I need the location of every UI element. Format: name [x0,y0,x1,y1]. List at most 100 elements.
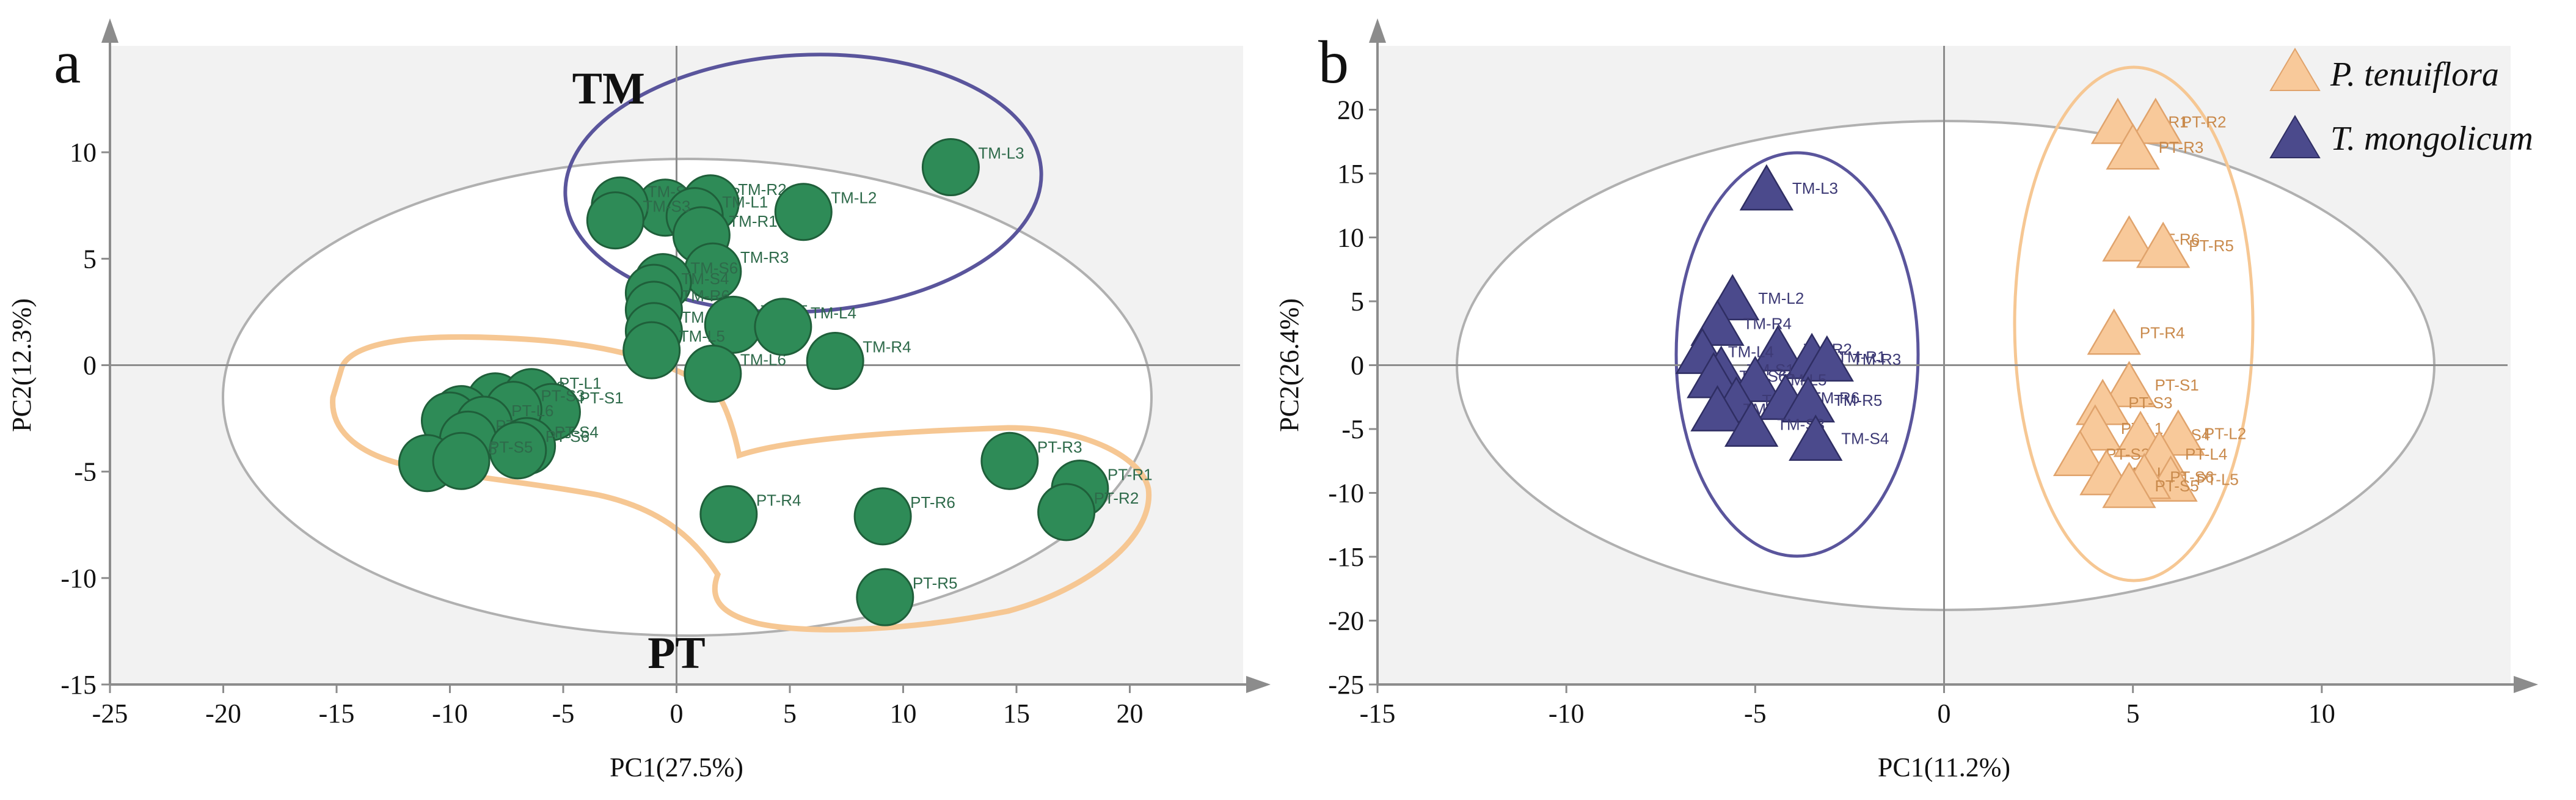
panel-b-axes: -15 -10 -5 0 5 10 -25 -20 -15 -10 -5 0 5 10 15 20 PC1(11… [1274,18,2538,782]
point-pt-s5 [432,431,491,490]
panel-a-y-arrow [101,18,119,43]
point-label-tm-r3: TM-R3 [1853,350,1901,369]
panel-b-x-tick-label: -15 [1360,699,1396,728]
point-label-tm-s4: TM-S4 [1841,430,1889,448]
panel-b-x-tick-label: -5 [1744,699,1767,728]
panel-a-y-tick-label: -5 [74,457,97,487]
panel-b-y-arrow [1369,18,1386,43]
point-label-pt-l2: PT-L2 [2204,424,2246,442]
panel-b-y-tick-label: 20 [1337,95,1364,125]
panel-a-x-tick-label: -5 [552,699,575,728]
panel-b-y-tick-label: -20 [1328,606,1364,636]
point-label-tm-l2: TM-L2 [1758,289,1804,307]
point-label-tm-r1: TM-R1 [729,212,777,230]
point-tm-r3 [1800,335,1854,382]
panel-b-y-tick-label: -5 [1341,414,1364,444]
point-tm-l4 [754,298,812,356]
point-label-pt-s6: PT-S6 [2170,468,2214,486]
point-label-tm-l6: TM-L6 [740,350,786,369]
point-label-pt-r5: PT-R5 [913,574,958,592]
point-label-pt-r5: PT-R5 [2189,237,2234,255]
point-tm-s3 [586,191,644,250]
point-label-pt-s3: PT-S3 [541,387,585,405]
legend-label-tm: T. mongolicum [2330,120,2533,158]
panel-a-x-tick-label: -25 [92,699,128,728]
panel-a-x-tick-label: 5 [783,699,797,728]
point-tm-l5 [622,321,681,380]
panel-b-tm-outline [1674,151,1920,558]
point-pt-r4 [699,485,758,543]
point-label-pt-s1: PT-S1 [579,389,623,407]
point-label-tm-l3: TM-L3 [1792,179,1838,197]
point-label-pt-s3: PT-S3 [2128,394,2172,412]
panel-b-x-tick-label: 5 [2126,699,2140,728]
point-pt-r5 [856,568,914,626]
panel-b-x-tick-label: 0 [1938,699,1951,728]
point-tm-s4 [1789,414,1843,461]
point-pt-s6 [489,421,547,480]
panel-a-x-tick-label: -10 [432,699,468,728]
panel-b-x-tick-label: -10 [1549,699,1585,728]
point-tm-s3 [1724,400,1779,447]
panel-a-y-tick-label: 0 [83,351,97,381]
panel-a-group-labels: TM PT [572,64,706,678]
panel-b-x-axis-title: PC1(11.2%) [1878,752,2010,782]
point-label-pt-l6: PT-L6 [511,402,553,420]
panel-b-x-arrow [2514,676,2538,693]
panel-a-x-tick-label: 10 [890,699,917,728]
panel-b-pt-outline [2013,65,2255,582]
point-label-pt-r3: PT-R3 [2159,138,2204,156]
panel-a-x-tick-label: 20 [1117,699,1144,728]
point-tm-l3 [921,138,980,197]
point-pt-r3 [2106,123,2160,170]
point-pt-s1 [2102,361,2156,408]
point-label-tm-l3: TM-L3 [978,144,1024,163]
group-label-pt: PT [648,628,706,678]
point-pt-r6 [853,487,912,546]
panel-a-x-arrow [1246,676,1271,693]
point-pt-r2 [2128,97,2183,144]
point-tm-l2 [774,183,833,241]
panel-b-y-tick-label: -15 [1328,542,1364,572]
panel-b-y-tick-label: -10 [1328,479,1364,508]
point-label-pt-s6: PT-S6 [545,427,589,446]
point-tm-l3 [1739,164,1794,211]
panel-a-y-tick-label: 10 [70,138,97,167]
panel-a-x-tick-label: -20 [205,699,241,728]
legend: P. tenuiflora T. mongolicum [2269,48,2533,158]
point-label-tm-r4: TM-R4 [863,338,911,356]
panel-a-points: TM-S2TM-S1TM-R2TM-L1TM-L2TM-L3TM-R1TM-S3… [398,138,1153,626]
panel-a-y-tick-label: -15 [60,670,97,700]
point-label-pt-r3: PT-R3 [1037,438,1082,456]
panel-a-y-axis-title: PC2(12.3%) [7,298,37,432]
point-label-tm-l5: TM-L5 [679,327,725,345]
point-label-tm-r1: TM-R1 [1837,348,1886,366]
point-tm-r4 [806,332,864,391]
panel-b-y-tick-label: 15 [1337,159,1364,189]
point-pt-r4 [2087,308,2141,355]
point-tm-l6 [1690,385,1745,431]
point-label-pt-s1: PT-S1 [2155,376,2198,394]
point-tm-r5 [1781,376,1836,423]
point-label-tm-l4: TM-L4 [811,304,856,322]
point-label-pt-s5: PT-S5 [489,438,533,456]
panel-b-letter: b [1318,28,1349,96]
point-label-pt-r1: PT-R1 [1107,466,1153,484]
panel-a-x-tick-label: 15 [1003,699,1030,728]
panel-b-y-tick-label: 5 [1351,287,1364,317]
point-label-pt-r2: PT-R2 [2181,112,2227,131]
point-label-pt-s4: PT-S4 [555,423,599,441]
panel-a-letter: a [54,28,81,96]
point-label-pt-l5: PT-L5 [2197,471,2239,489]
point-pt-r5 [2136,221,2191,268]
point-label-tm-s4: TM-S4 [681,270,729,288]
point-label-pt-r4: PT-R4 [756,491,801,509]
panel-a-x-axis-title: PC1(27.5%) [610,752,743,782]
point-label-tm-l4: TM-L4 [1728,343,1774,361]
panel-b-y-tick-label: -25 [1328,670,1364,700]
panel-b-y-tick-label: 0 [1351,351,1364,381]
panel-a-tm-group-outline [563,53,1043,314]
point-pt-s5 [2102,461,2156,508]
point-label-tm-s6: TM-S6 [690,259,738,277]
panel-a-x-tick-label: 0 [670,699,684,728]
